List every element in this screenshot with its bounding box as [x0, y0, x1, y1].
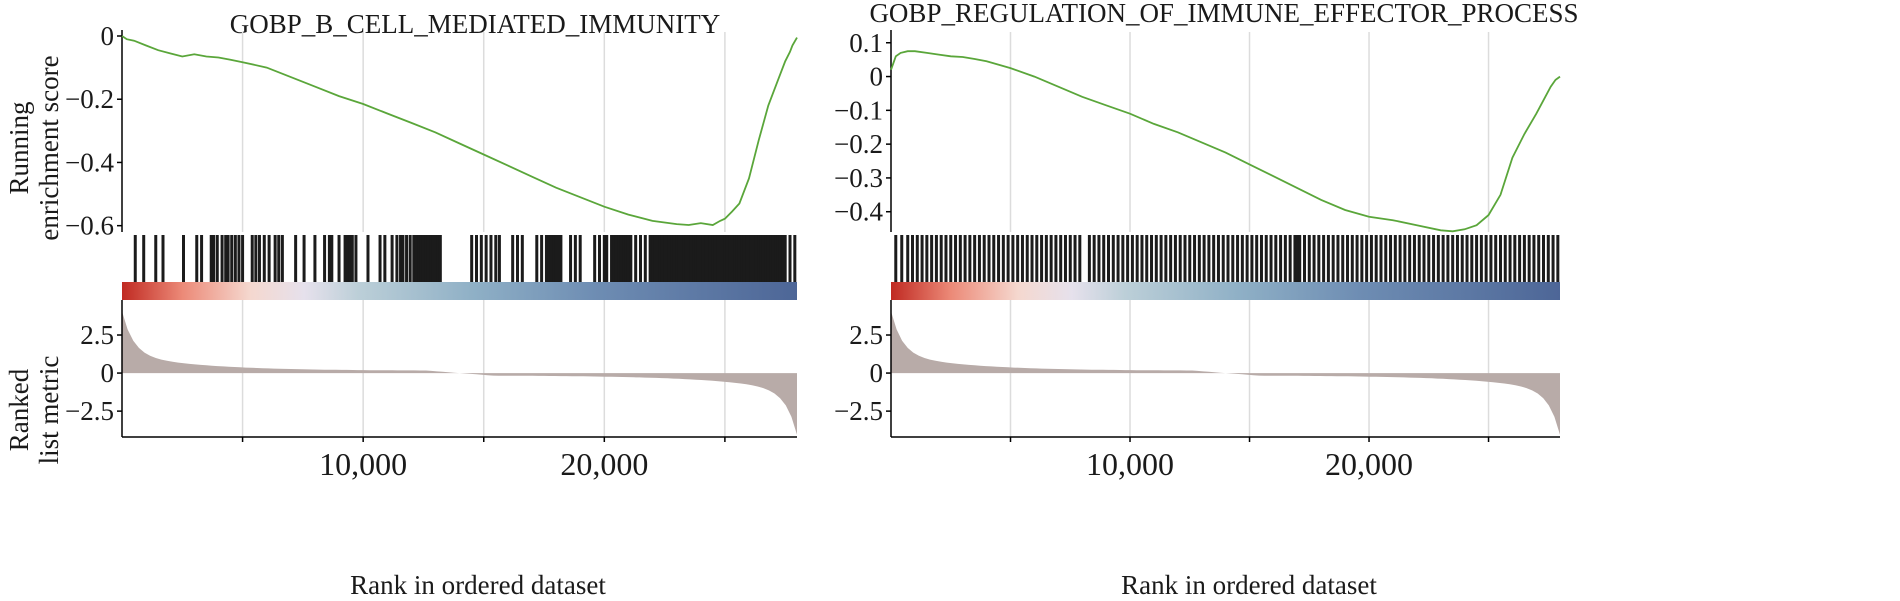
es-y-axis: 0.1 0−0.1 −0.2 −0.3 −0.4 [834, 28, 892, 232]
es-tick-label: −0.4 [834, 197, 883, 227]
x-tick-label: 10,000 [319, 446, 407, 482]
metric-tick-label: 0 [101, 358, 115, 388]
rank-gradient-bar [122, 282, 797, 300]
x-tick-label: 20,000 [1325, 446, 1413, 482]
rank-color-bar [122, 282, 797, 300]
x-axis-label: Rank in ordered dataset [1121, 570, 1377, 600]
ranked-metric-area [122, 311, 797, 435]
x-axis: 10,000 20,000 [122, 436, 797, 482]
metric-tick-label: 2.5 [849, 320, 883, 350]
gene-hit-ticks [133, 235, 797, 282]
x-tick-label: 20,000 [560, 446, 648, 482]
gsea-panel-b-cell-mediated-immunity: GOBP_B_CELL_MEDIATED_IMMUNITY 0 −0.2 −0.4 −… [4, 9, 798, 600]
es-tick-label: 0 [870, 62, 884, 92]
metric-tick-label: −2.5 [65, 396, 114, 426]
metric-y-axis-label-line1: Ranked [4, 368, 34, 451]
metric-tick-label: 2.5 [80, 320, 114, 350]
es-tick-label: −0.3 [834, 163, 883, 193]
running-es-polyline [121, 35, 798, 226]
metric-y-axis-label-line2: list metric [34, 356, 64, 465]
es-y-axis-label-line2: enrichment score [34, 55, 64, 240]
es-tick-label: −0.4 [65, 147, 114, 177]
es-tick-label: 0 [101, 21, 115, 51]
grid-lines [241, 32, 726, 437]
running-es-polyline [890, 50, 1561, 233]
x-tick-label: 10,000 [1086, 446, 1174, 482]
ranked-metric-area [891, 311, 1560, 435]
metric-area-path [891, 311, 1560, 435]
chart-title: GOBP_REGULATION_OF_IMMUNE_EFFECTOR_PROCE… [869, 0, 1578, 28]
gene-hit-ticks [894, 235, 1560, 282]
running-enrichment-line [890, 50, 1561, 233]
grid-lines [1009, 32, 1490, 437]
es-tick-label: 0.1 [849, 28, 883, 58]
x-axis-label: Rank in ordered dataset [350, 570, 606, 600]
metric-tick-label: 0 [870, 358, 884, 388]
x-axis: 10,000 20,000 [891, 436, 1560, 482]
es-tick-label: −0.2 [834, 129, 883, 159]
es-tick-label: −0.6 [65, 211, 114, 241]
chart-title: GOBP_B_CELL_MEDIATED_IMMUNITY [230, 9, 720, 39]
metric-tick-label: −2.5 [834, 396, 883, 426]
es-y-axis: 0 −0.2 −0.4 −0.6 [65, 21, 123, 241]
es-y-axis-label-line1: Running [4, 101, 34, 194]
metric-area-path [122, 311, 797, 435]
running-enrichment-line [121, 35, 798, 226]
es-tick-label: −0.2 [65, 84, 114, 114]
rank-color-bar [891, 282, 1560, 300]
metric-y-axis: 2.5 0 −2.5 [834, 300, 892, 437]
rank-gradient-bar [891, 282, 1560, 300]
metric-y-axis: 2.5 0 −2.5 [65, 300, 123, 437]
gsea-panel-regulation-of-immune-effector-process: GOBP_REGULATION_OF_IMMUNE_EFFECTOR_PROCE… [834, 0, 1579, 600]
es-tick-label: −0.1 [834, 95, 883, 125]
